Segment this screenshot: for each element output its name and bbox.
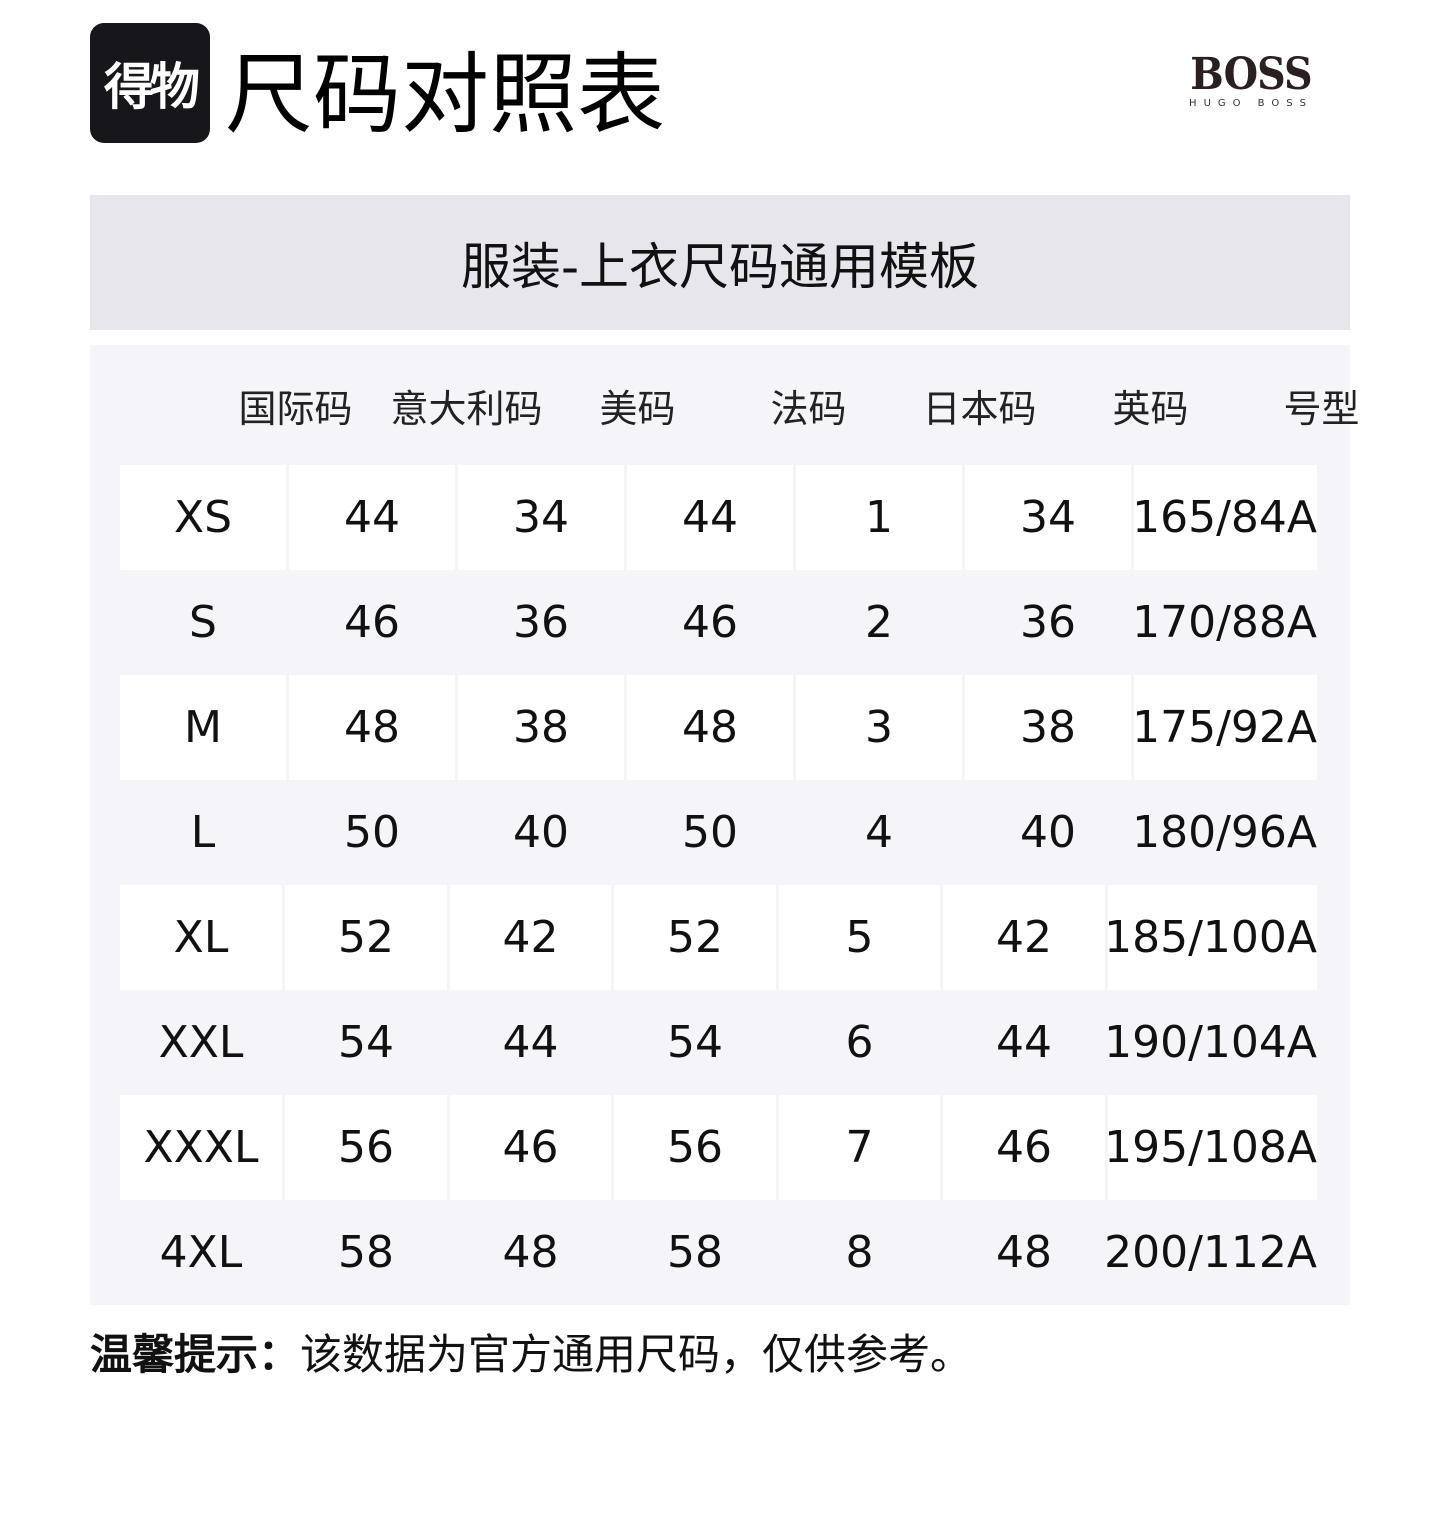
table-row: XL 52 42 52 5 42 185/100A	[120, 885, 1317, 990]
tip: 温馨提示：该数据为官方通用尺码，仅供参考。	[90, 1325, 972, 1385]
table-cell: 38	[458, 675, 624, 780]
table-cell: 200/112A	[1104, 1227, 1317, 1278]
table-cell: L	[190, 807, 216, 858]
table-row: 4XL 58 48 58 8 48 200/112A	[120, 1200, 1317, 1305]
column-header: 日本码	[922, 386, 1037, 431]
column-header: 国际码	[238, 386, 353, 431]
table-cell: 54	[338, 1017, 394, 1068]
table-cell: 5	[779, 885, 940, 990]
column-header: 号型	[1283, 386, 1360, 431]
table-cell: 56	[614, 1095, 776, 1200]
table-cell: 36	[1020, 597, 1076, 648]
table-cell: XXXL	[120, 1095, 282, 1200]
table-cell: 1	[796, 465, 962, 570]
table-cell: 48	[996, 1227, 1052, 1278]
table-cell: 46	[344, 597, 400, 648]
table-row: XS 44 34 44 1 34 165/84A	[120, 465, 1317, 570]
table-cell: 175/92A	[1132, 675, 1317, 780]
brand-logo: BOSS HUGO BOSS	[1180, 52, 1322, 110]
table-cell: 6	[845, 1017, 874, 1068]
table-cell: M	[120, 675, 286, 780]
table-cell: 195/108A	[1104, 1095, 1317, 1200]
table-cell: 48	[627, 675, 793, 780]
table-row: XXL 54 44 54 6 44 190/104A	[120, 990, 1317, 1095]
table-row: L 50 40 50 4 40 180/96A	[120, 780, 1317, 885]
table-cell: 3	[796, 675, 962, 780]
column-header: 美码	[599, 386, 676, 431]
table-cell: 58	[667, 1227, 723, 1278]
app-logo: 得物	[90, 23, 210, 143]
table-cell: 48	[289, 675, 455, 780]
page-title: 尺码对照表	[225, 43, 666, 146]
table-cell: 48	[502, 1227, 559, 1278]
table-cell: 42	[450, 885, 611, 990]
size-table: 国际码 意大利码 美码 法码 日本码 英码 号型 XS 44 34 44 1 34 165/84A S 46…	[90, 345, 1360, 1305]
template-title: 服装-上衣尺码通用模板	[90, 195, 1350, 330]
table-cell: 52	[285, 885, 447, 990]
table-cell: S	[189, 597, 217, 648]
table-cell: XXL	[158, 1017, 244, 1068]
table-cell: 54	[667, 1017, 723, 1068]
table-row: S 46 36 46 2 36 170/88A	[120, 570, 1317, 675]
table-cell: 180/96A	[1132, 807, 1317, 858]
table-cell: 34	[458, 465, 624, 570]
table-cell: 40	[513, 807, 569, 858]
table-cell: 56	[285, 1095, 447, 1200]
table-cell: 46	[943, 1095, 1105, 1200]
tip-text: 该数据为官方通用尺码，仅供参考。	[300, 1330, 973, 1379]
table-row: XXXL 56 46 56 7 46 195/108A	[120, 1095, 1317, 1200]
table-cell: 58	[338, 1227, 394, 1278]
table-cell: 2	[865, 597, 893, 648]
table-cell: 44	[289, 465, 455, 570]
table-cell: 52	[614, 885, 776, 990]
column-header: 意大利码	[390, 386, 543, 431]
table-cell: 44	[996, 1017, 1052, 1068]
table-cell: 50	[344, 807, 400, 858]
table-cell: 36	[513, 597, 569, 648]
table-cell: 190/104A	[1104, 1017, 1317, 1068]
table-cell: 42	[943, 885, 1105, 990]
table-cell: 4	[865, 807, 893, 858]
table-cell: 40	[1020, 807, 1076, 858]
column-header: 法码	[770, 386, 847, 431]
brand-logo-main: BOSS	[1190, 49, 1312, 100]
table-cell: 8	[845, 1227, 874, 1278]
table-cell: 165/84A	[1132, 465, 1317, 570]
table-cell: 50	[682, 807, 738, 858]
table-cell: 7	[779, 1095, 940, 1200]
table-cell: 170/88A	[1132, 597, 1317, 648]
table-row: M 48 38 48 3 38 175/92A	[120, 675, 1317, 780]
table-cell: 46	[682, 597, 738, 648]
tip-label: 温馨提示：	[90, 1330, 301, 1379]
table-cell: XS	[120, 465, 286, 570]
table-cell: 44	[502, 1017, 559, 1068]
table-cell: 44	[627, 465, 793, 570]
brand-logo-sub: HUGO BOSS	[1189, 98, 1313, 109]
table-cell: 185/100A	[1104, 885, 1317, 990]
table-cell: 4XL	[159, 1227, 243, 1278]
table-header: 国际码 意大利码 美码 法码 日本码 英码 号型	[210, 345, 1407, 465]
table-cell: 34	[965, 465, 1131, 570]
column-header: 英码	[1112, 386, 1189, 431]
table-cell: 46	[450, 1095, 611, 1200]
table-cell: 38	[965, 675, 1131, 780]
table-cell: XL	[120, 885, 282, 990]
